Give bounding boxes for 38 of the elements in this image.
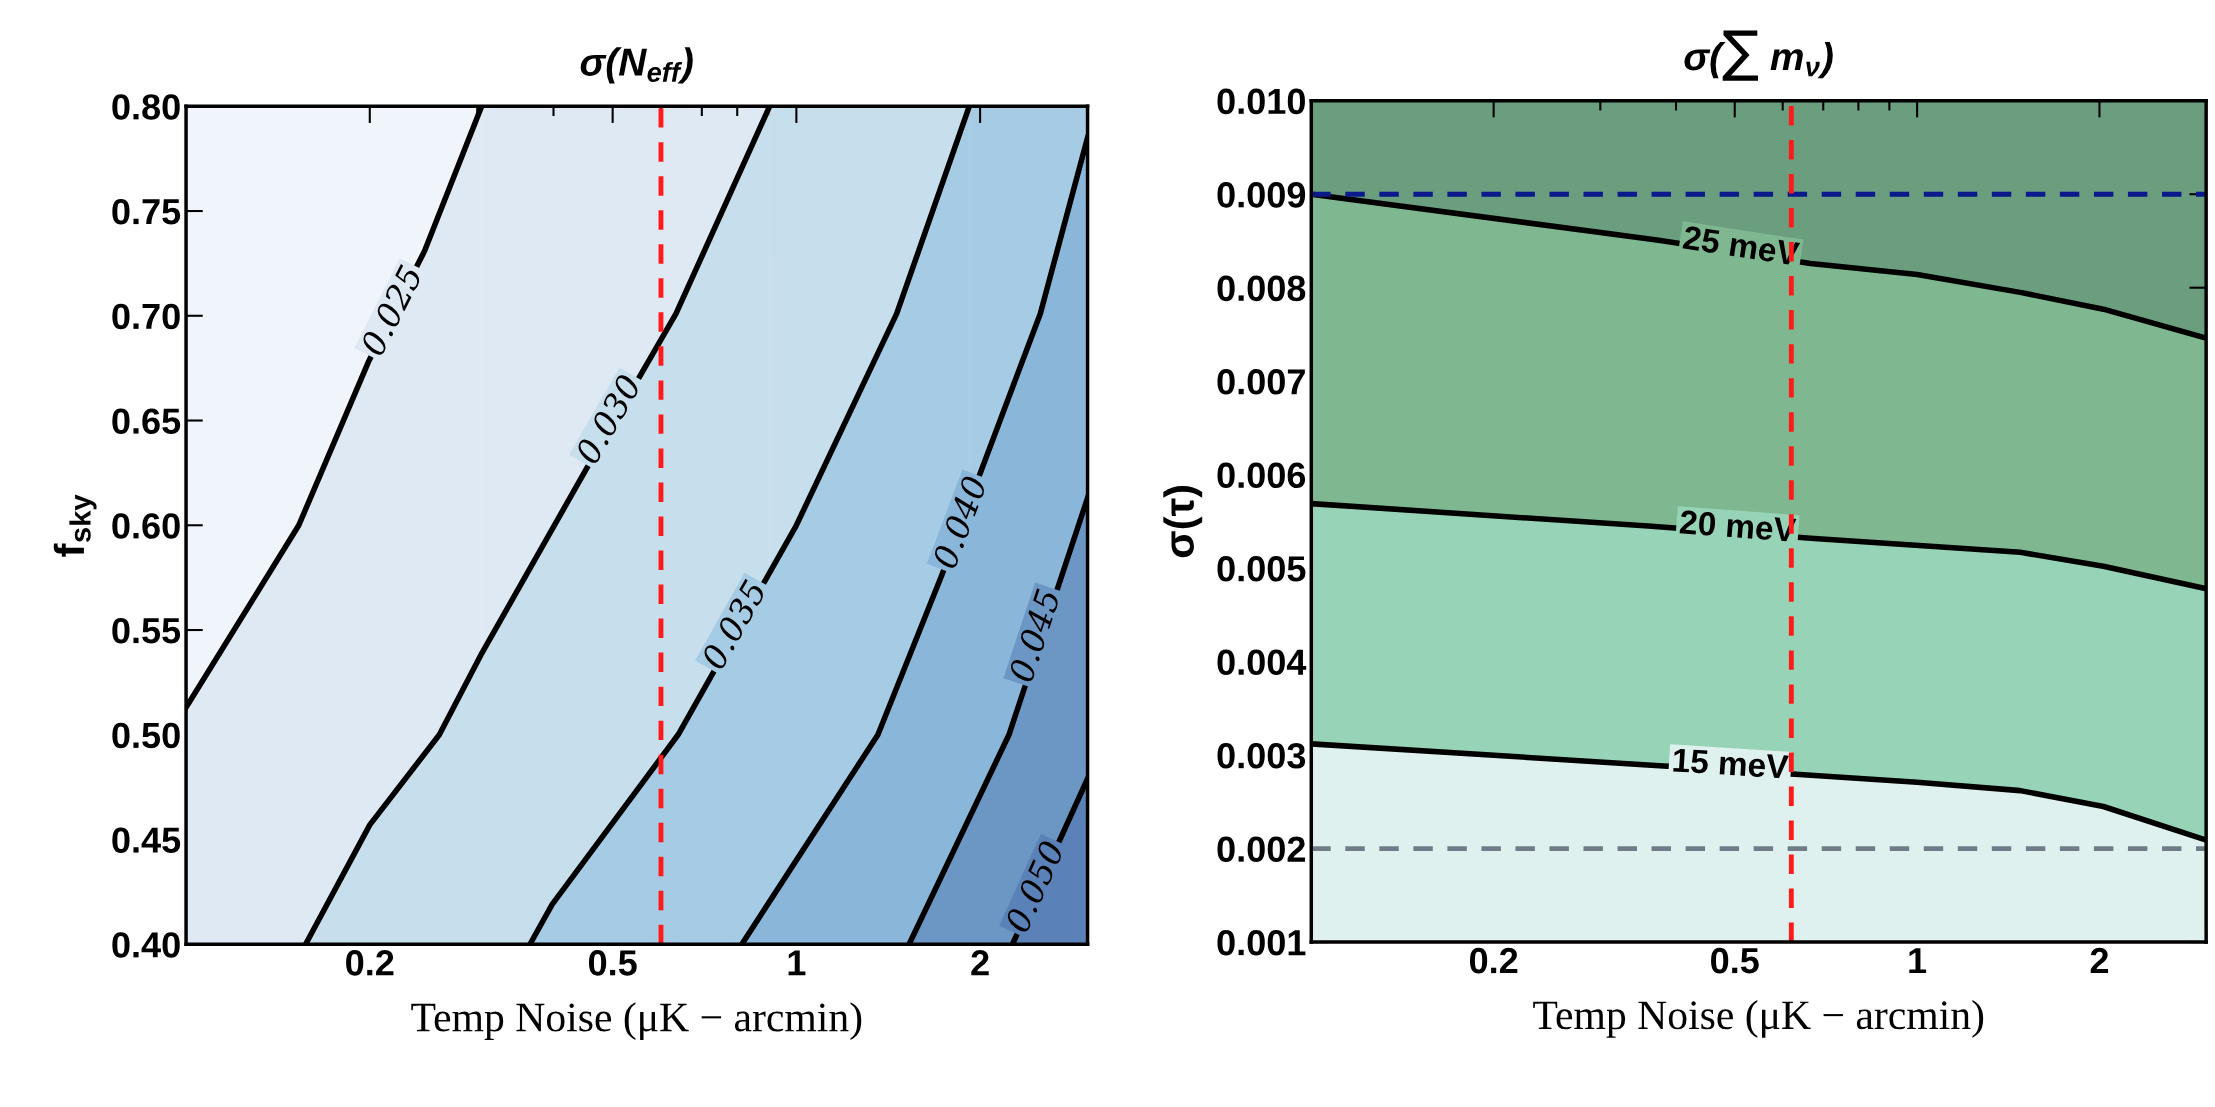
- y-tick-label: 0.65: [112, 408, 181, 434]
- y-axis-title: σ(τ): [1163, 486, 1203, 558]
- y-tick-label: 0.004: [1217, 649, 1307, 676]
- x-tick-label: 0.5: [1711, 947, 1759, 974]
- y-tick-label: 0.003: [1217, 742, 1306, 769]
- y-tick-label: 0.45: [112, 827, 181, 853]
- y-tick-label: 0.001: [1217, 929, 1306, 956]
- y-tick-label: 0.70: [112, 303, 180, 330]
- y-axis-title: f$_{sky}$: [53, 494, 97, 557]
- x-axis-title: Temp Noise (μK − arcmin): [411, 1002, 862, 1041]
- x-tick-label: 2: [2090, 947, 2109, 974]
- y-tick-label: 0.008: [1217, 275, 1306, 302]
- annotation: 0.040: [931, 474, 988, 570]
- y-tick-label: 0.80: [112, 94, 180, 120]
- y-tick-label: 0.75: [112, 198, 181, 225]
- annotation: 15 meV: [1673, 748, 1789, 779]
- y-tick-label: 0.002: [1217, 836, 1305, 863]
- annotation: 0.050: [1003, 839, 1065, 934]
- y-tick-label: 0.006: [1217, 462, 1306, 489]
- x-tick-label: 2: [971, 950, 989, 976]
- annotation: 0.025: [359, 263, 424, 357]
- x-tick-label: 0.5: [588, 950, 637, 976]
- x-axis-title: Temp Noise (μK − arcmin): [1533, 1000, 1984, 1038]
- y-tick-label: 0.010: [1217, 88, 1305, 115]
- y-tick-label: 0.60: [112, 513, 180, 539]
- y-tick-label: 0.55: [112, 617, 181, 644]
- y-tick-label: 0.40: [112, 932, 180, 958]
- x-tick-label: 0.2: [346, 950, 394, 976]
- y-tick-label: 0.50: [112, 722, 180, 749]
- y-tick-label: 0.009: [1217, 182, 1306, 208]
- chart-title: σ(N$_{eff}$): [580, 47, 693, 84]
- x-tick-label: 1: [1909, 948, 1927, 974]
- annotation: 0.045: [1007, 588, 1061, 684]
- chart-title: σ(∑ m$_{ν}$): [1684, 30, 1833, 81]
- x-tick-label: 1: [788, 950, 806, 976]
- y-tick-label: 0.005: [1217, 556, 1306, 582]
- x-tick-label: 0.2: [1469, 947, 1518, 974]
- y-tick-label: 0.007: [1217, 369, 1305, 395]
